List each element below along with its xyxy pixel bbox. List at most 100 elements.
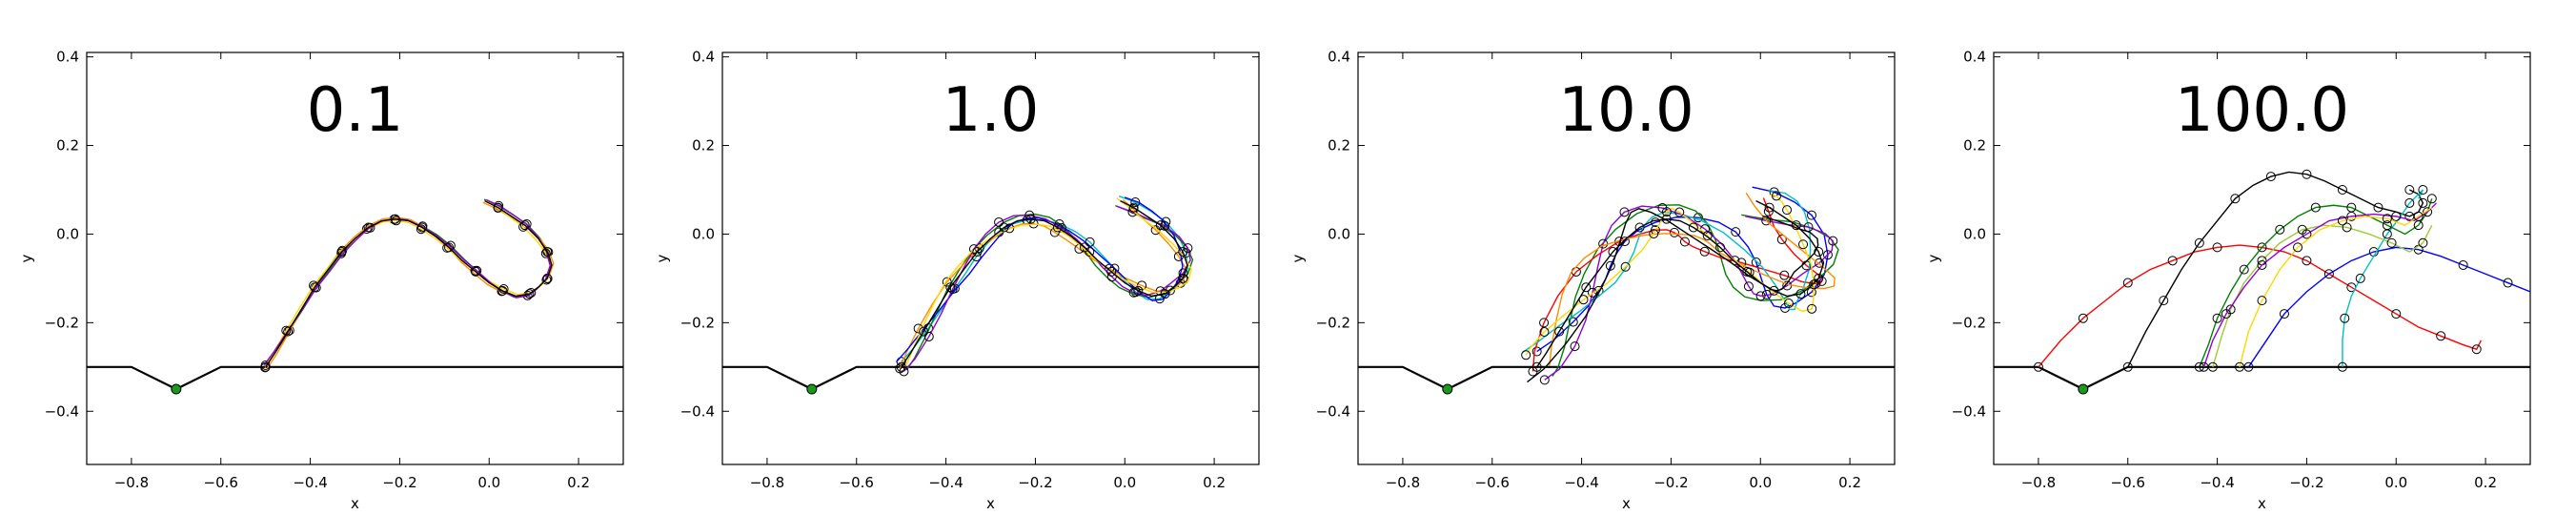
trajectory-point [2458,259,2468,270]
trajectory-series [1531,199,1824,372]
trajectory-line [1522,189,1812,354]
trajectory-point [2279,309,2289,319]
y-tick-label: 0.0 [692,225,715,242]
trajectory-point [310,282,320,293]
trajectory-point [1699,246,1710,257]
ground-line [1994,365,2530,391]
trajectory-point [1165,285,1175,296]
trajectory-point [1588,287,1598,298]
x-tick-label: 0.0 [1749,474,1772,491]
trajectory-point [2257,259,2267,270]
x-tick-label: −0.8 [1386,474,1420,491]
trajectory-point [2382,220,2392,231]
x-tick-label: −0.6 [1475,474,1510,491]
trajectory-point [1755,291,1766,301]
trajectory-point [1127,207,1138,217]
panel-title: 10.0 [1558,75,1694,146]
trajectory-point [1649,229,1659,239]
trajectory-point [1743,281,1754,292]
trajectory-series [895,199,1189,374]
trajectory-point [1554,326,1565,337]
x-tick-label: 0.0 [2384,474,2407,491]
trajectory-line [2239,206,2433,367]
y-tick-label: −0.4 [45,402,79,420]
trajectory-point [1776,235,1787,245]
y-axis-label: y [1925,254,1942,262]
axes-frame [86,52,624,465]
trajectory-point [2391,309,2402,319]
trajectory-point [1679,237,1690,247]
trajectory-point [2221,309,2231,319]
trajectory-point [2302,169,2312,179]
x-tick-label: −0.6 [840,474,874,491]
y-tick-label: −0.4 [1316,402,1350,420]
trajectory-point [1764,202,1775,213]
x-tick-label: −0.4 [2200,474,2234,491]
trajectory-point [1669,227,1679,237]
trajectory-point [2275,224,2285,235]
trajectory-point [2418,237,2428,248]
trajectory-line [901,196,1189,362]
trajectory-point [1608,247,1618,258]
panel-title: 0.1 [307,75,404,146]
trajectory-point [923,331,934,341]
trajectory-point [919,326,929,337]
trajectory-line [265,199,553,368]
trajectory-point [2337,185,2347,195]
trajectory-point [2159,296,2169,306]
y-tick-label: 0.4 [1963,49,1986,66]
trajectory-series [263,198,551,366]
trajectory-point [2265,172,2276,182]
y-tick-label: −0.4 [680,402,715,420]
trajectory-point [994,216,1004,227]
trajectory-line [266,201,555,369]
trajectory-point [2302,229,2312,239]
plot-area [722,196,1259,395]
trajectory-point [1779,270,1790,280]
trajectory-point [1080,242,1090,253]
trajectory-point [1137,280,1147,291]
x-tick-label: −0.8 [750,474,784,491]
trajectory-line [1536,186,1829,353]
trajectory-point [1806,210,1816,220]
trajectory-point [260,361,271,372]
trajectory-series [904,197,1192,367]
trajectory-point [2423,207,2433,217]
trajectory-point [1025,214,1036,224]
y-axis-label: y [1289,254,1307,262]
y-tick-label: 0.2 [1963,137,1986,154]
trajectory-point [1814,247,1824,258]
trajectory-point [1183,243,1193,254]
trajectory-line [1527,208,1819,383]
trajectory-point [1761,216,1772,226]
x-tick-label: −0.8 [114,474,149,491]
trajectory-point [1619,207,1630,217]
trajectory-point [497,285,508,296]
y-tick-label: −0.2 [1952,314,1986,331]
trajectory-point [2293,242,2303,253]
trajectory-point [1688,222,1698,233]
trajectory-series [1527,208,1819,383]
trajectory-line [895,196,1184,363]
trajectory-line [263,198,551,366]
axes-frame [1357,52,1896,465]
x-tick-label: −0.4 [928,474,963,491]
y-tick-label: 0.2 [56,137,79,154]
x-axis-label: x [351,495,359,512]
x-tick-label: −0.4 [293,474,327,491]
trajectory-point [2033,361,2043,372]
trajectory-point [1742,266,1753,277]
plot-area [87,198,623,395]
trajectory-line [264,199,553,368]
trajectory-point [2382,214,2392,224]
axes-frame [721,52,1260,465]
trajectory-point [1822,250,1833,260]
trajectory-point [2194,361,2204,372]
trajectory-point [2404,197,2415,208]
trajectory-point [2235,361,2245,372]
trajectory-point [1155,220,1166,231]
trajectory-line [1536,199,1824,368]
trajectory-point [444,242,455,253]
trajectory-point [1531,346,1542,357]
